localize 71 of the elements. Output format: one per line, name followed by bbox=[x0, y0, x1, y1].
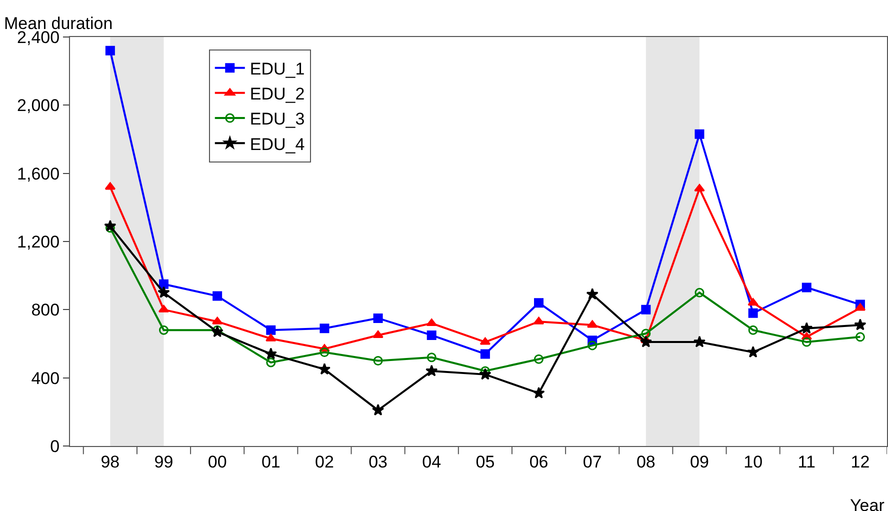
y-tick-label: 400 bbox=[31, 368, 60, 388]
x-tick-label: 99 bbox=[154, 452, 174, 472]
point bbox=[586, 288, 598, 300]
point bbox=[266, 358, 276, 368]
point bbox=[746, 346, 760, 358]
point bbox=[534, 354, 544, 364]
x-tick-label: 06 bbox=[529, 452, 548, 472]
point bbox=[372, 404, 384, 416]
point bbox=[320, 324, 330, 334]
y-tick-label: 1,200 bbox=[17, 232, 60, 252]
x-tick-label: 07 bbox=[582, 452, 602, 472]
x-tick-label: 02 bbox=[315, 452, 334, 472]
point bbox=[158, 286, 170, 298]
point bbox=[426, 318, 437, 326]
x-tick-label: 09 bbox=[690, 452, 709, 472]
point bbox=[105, 46, 115, 56]
point bbox=[641, 328, 651, 338]
legend-label: EDU_1 bbox=[250, 59, 305, 78]
x-tick-label: 08 bbox=[636, 452, 656, 472]
y-tick-label: 800 bbox=[31, 300, 60, 320]
point bbox=[748, 308, 758, 318]
point bbox=[264, 348, 277, 360]
x-tick-label: 11 bbox=[798, 452, 816, 472]
point bbox=[212, 291, 222, 301]
y-tick-label: 0 bbox=[50, 436, 60, 456]
x-tick-label: 04 bbox=[422, 452, 442, 472]
point bbox=[588, 340, 598, 350]
point bbox=[641, 304, 651, 314]
point bbox=[373, 356, 383, 366]
x-tick-label: 05 bbox=[476, 452, 495, 472]
point bbox=[854, 318, 866, 330]
x-axis-title: Year bbox=[850, 496, 885, 511]
point bbox=[693, 336, 706, 348]
point bbox=[159, 325, 168, 335]
point bbox=[373, 313, 383, 323]
x-tick-label: 12 bbox=[850, 452, 870, 472]
point bbox=[802, 337, 812, 347]
point bbox=[426, 352, 436, 362]
x-tick-label: 98 bbox=[100, 452, 120, 472]
point bbox=[266, 325, 276, 335]
point bbox=[748, 325, 758, 335]
y-tick-label: 1,600 bbox=[17, 164, 60, 184]
x-tick-label: 10 bbox=[744, 452, 763, 472]
point bbox=[159, 279, 168, 289]
point bbox=[694, 129, 704, 139]
point bbox=[266, 334, 276, 342]
point bbox=[320, 348, 330, 358]
point bbox=[802, 282, 812, 292]
point bbox=[534, 298, 544, 308]
x-tick-label: 01 bbox=[261, 452, 280, 472]
x-tick-label: 00 bbox=[208, 452, 227, 472]
point bbox=[318, 362, 331, 375]
point bbox=[211, 325, 224, 338]
point bbox=[480, 349, 490, 359]
point bbox=[640, 336, 652, 348]
legend-label: EDU_3 bbox=[250, 110, 305, 129]
point bbox=[800, 322, 813, 334]
point bbox=[855, 332, 865, 342]
point bbox=[479, 368, 492, 380]
legend-label: EDU_4 bbox=[250, 134, 305, 154]
point bbox=[532, 386, 545, 398]
point bbox=[426, 330, 436, 340]
x-tick-label: 03 bbox=[368, 452, 388, 472]
point bbox=[104, 220, 116, 232]
point bbox=[426, 364, 438, 376]
point bbox=[748, 298, 758, 306]
point bbox=[694, 184, 705, 192]
legend-label: EDU_2 bbox=[250, 84, 305, 104]
point bbox=[694, 288, 704, 298]
point bbox=[372, 330, 384, 338]
y-tick-label: 2,000 bbox=[17, 96, 60, 116]
